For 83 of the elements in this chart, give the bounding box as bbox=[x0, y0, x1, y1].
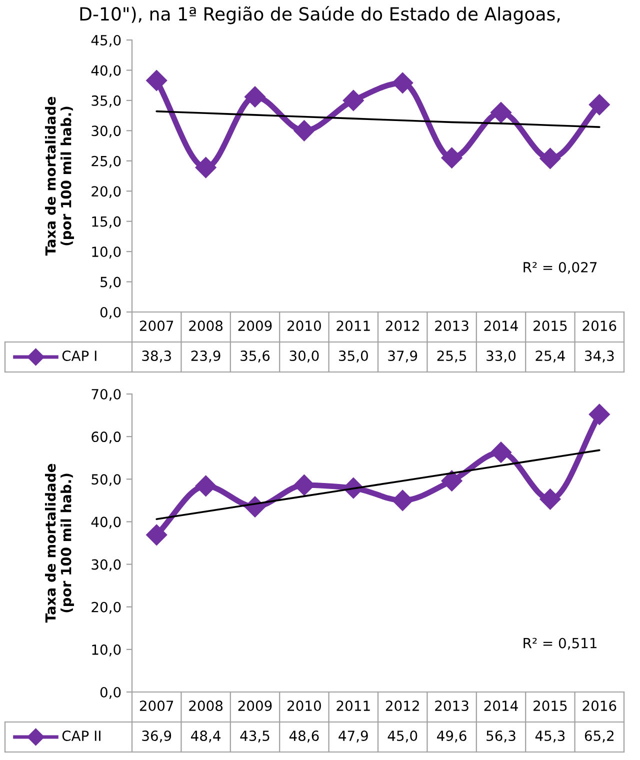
x-tick-label: 2015 bbox=[534, 700, 567, 712]
x-tick-label: 2015 bbox=[534, 320, 567, 332]
y-tick-label: 45,0 bbox=[91, 34, 121, 47]
data-label: 48,6 bbox=[289, 730, 319, 742]
data-label: 36,9 bbox=[142, 730, 172, 742]
point bbox=[540, 148, 561, 169]
line-series bbox=[156, 449, 600, 520]
data-label: 48,4 bbox=[191, 730, 220, 742]
data-label: 25,4 bbox=[536, 350, 565, 362]
data-label: 38,3 bbox=[142, 350, 171, 362]
chart-title: D-10"), na 1ª Região de Saúde do Estado de Alagoas, bbox=[80, 6, 560, 24]
data-label: 23,9 bbox=[191, 350, 220, 362]
data-label: 25,5 bbox=[437, 350, 466, 362]
data-label: 37,9 bbox=[388, 350, 418, 362]
data-label: 33,0 bbox=[486, 350, 516, 362]
x-tick-label: 2008 bbox=[189, 700, 223, 712]
x-tick-label: 2016 bbox=[582, 700, 616, 712]
point bbox=[588, 94, 610, 116]
y-tick-label: 30,0 bbox=[92, 559, 121, 572]
annotation: R² = 0,511 bbox=[524, 638, 596, 650]
y-tick-label: 5,0 bbox=[100, 276, 121, 289]
point bbox=[540, 488, 561, 510]
annotation: R² = 0,027 bbox=[524, 262, 597, 274]
point bbox=[441, 470, 462, 492]
y-tick-label: 20,0 bbox=[92, 186, 121, 198]
x-tick-label: 2010 bbox=[288, 320, 321, 332]
data-label: 30,0 bbox=[290, 350, 319, 362]
data-label: 45,3 bbox=[535, 730, 565, 742]
y-axis-title: Taxa de mortalidade (por 100 mil hab.) bbox=[45, 464, 74, 623]
x-tick-label: 2011 bbox=[336, 320, 370, 332]
x-tick-label: 2013 bbox=[435, 700, 468, 712]
y-tick-label: 70,0 bbox=[92, 388, 121, 401]
point bbox=[195, 475, 216, 496]
data-label: 35,0 bbox=[338, 350, 368, 362]
legend-label: CAP I bbox=[62, 350, 96, 362]
point bbox=[490, 102, 512, 124]
y-tick-label: 60,0 bbox=[92, 432, 121, 444]
point bbox=[244, 86, 266, 108]
x-tick-label: 2016 bbox=[582, 320, 616, 332]
y-tick-label: 40,0 bbox=[91, 516, 121, 529]
point bbox=[490, 442, 512, 463]
data-label: 47,9 bbox=[338, 730, 368, 742]
data-label: 34,3 bbox=[584, 350, 614, 362]
y-tick-label: 30,0 bbox=[92, 126, 121, 138]
point bbox=[392, 490, 414, 511]
y-tick-label: 15,0 bbox=[92, 216, 121, 228]
x-tick-label: 2014 bbox=[484, 320, 518, 332]
x-tick-label: 2009 bbox=[238, 700, 272, 712]
y-tick-label: 0,0 bbox=[100, 306, 121, 319]
y-tick-label: 25,0 bbox=[92, 156, 121, 168]
y-axis-title: Taxa de mortalidade (por 100 mil hab.) bbox=[45, 96, 74, 256]
y-tick-label: 10,0 bbox=[92, 644, 121, 656]
y-tick-label: 35,0 bbox=[92, 95, 121, 108]
point bbox=[146, 70, 168, 92]
x-tick-label: 2010 bbox=[288, 700, 321, 712]
x-tick-label: 2013 bbox=[435, 320, 468, 332]
point bbox=[392, 72, 414, 94]
point bbox=[441, 147, 462, 168]
y-tick-label: 50,0 bbox=[92, 474, 121, 486]
data-label: 56,3 bbox=[486, 730, 516, 742]
x-tick-label: 2014 bbox=[484, 700, 518, 712]
legend-label: CAP II bbox=[62, 730, 100, 742]
data-label: 45,0 bbox=[388, 730, 418, 742]
data-label: 35,6 bbox=[240, 350, 270, 362]
point bbox=[146, 524, 168, 546]
x-tick-label: 2007 bbox=[140, 700, 174, 712]
point bbox=[342, 90, 364, 111]
data-label: 43,5 bbox=[240, 730, 270, 742]
x-tick-label: 2008 bbox=[189, 320, 223, 332]
y-tick-label: 10,0 bbox=[92, 246, 121, 258]
x-tick-label: 2009 bbox=[238, 320, 272, 332]
point bbox=[195, 157, 216, 178]
data-label: 49,6 bbox=[437, 730, 466, 742]
x-tick-label: 2012 bbox=[386, 700, 419, 712]
point bbox=[588, 404, 610, 425]
y-tick-label: 20,0 bbox=[92, 602, 121, 614]
data-label: 65,2 bbox=[584, 730, 614, 742]
x-tick-label: 2011 bbox=[336, 700, 370, 712]
x-tick-label: 2007 bbox=[140, 320, 174, 332]
x-tick-label: 2012 bbox=[386, 320, 419, 332]
y-tick-label: 40,0 bbox=[91, 65, 121, 78]
y-tick-label: 0,0 bbox=[100, 686, 121, 699]
point bbox=[294, 120, 315, 142]
